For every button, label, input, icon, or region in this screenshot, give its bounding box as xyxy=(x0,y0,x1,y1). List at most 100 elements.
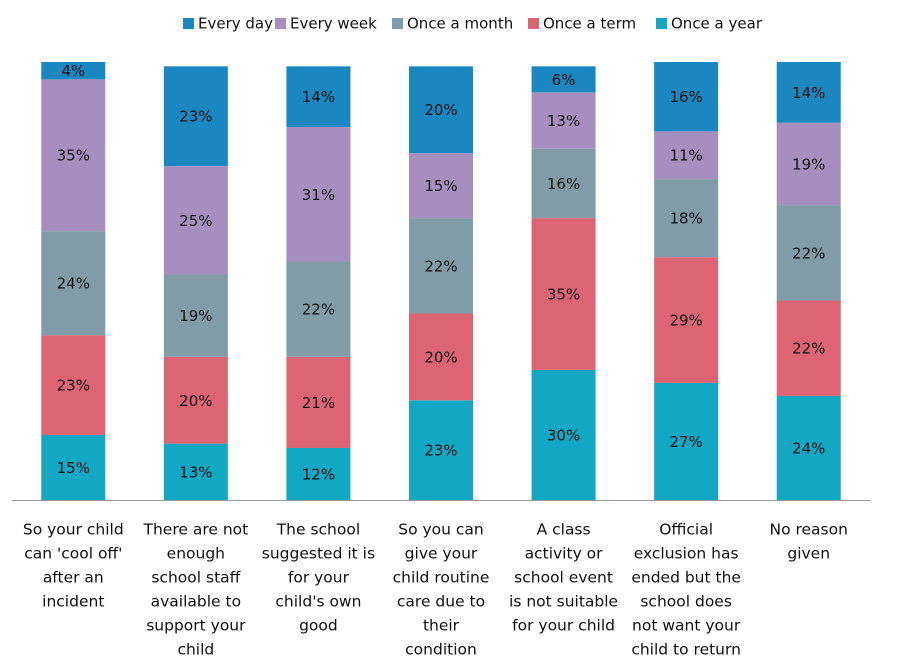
x-tick-label: exclusion has xyxy=(634,545,739,563)
x-tick-label: their xyxy=(423,617,460,635)
value-label: 30% xyxy=(547,426,580,444)
value-label: 35% xyxy=(57,147,90,165)
bar-segment xyxy=(163,274,228,357)
x-tick-label: incident xyxy=(42,593,104,611)
bar-segment xyxy=(286,66,351,128)
value-label: 16% xyxy=(547,175,580,193)
x-tick-label: after an xyxy=(43,569,104,587)
x-tick-label: is not suitable xyxy=(509,593,618,611)
x-tick-label: school event xyxy=(514,569,613,587)
x-tick-label: Official xyxy=(659,521,713,539)
x-tick-label: ended but the xyxy=(631,569,741,587)
value-label: 16% xyxy=(669,88,702,106)
legend-swatch xyxy=(275,18,286,29)
bar-segment xyxy=(531,218,596,370)
legend-swatch xyxy=(528,18,539,29)
bar-segment xyxy=(409,153,473,219)
x-tick-label: school does xyxy=(640,593,732,611)
value-label: 22% xyxy=(302,301,335,319)
bar-segment xyxy=(531,92,596,149)
x-tick-label: So you can xyxy=(398,521,484,539)
bar-segment xyxy=(286,356,351,448)
x-tick-label: There are not xyxy=(143,521,249,539)
bar-segment xyxy=(654,382,719,500)
bar-segment xyxy=(654,179,719,258)
x-tick-label: The school xyxy=(276,521,360,539)
bar-segment xyxy=(286,447,351,500)
bar-segment xyxy=(41,434,106,500)
bar-segment xyxy=(776,122,841,206)
bar-segment xyxy=(286,127,351,262)
value-label: 27% xyxy=(669,433,702,451)
value-label: 21% xyxy=(302,394,335,412)
x-tick-label: child xyxy=(177,641,214,659)
bar-segment xyxy=(286,261,351,357)
bar-segment xyxy=(409,400,473,500)
bar-segment xyxy=(41,231,106,336)
bar-segment xyxy=(654,257,719,383)
value-label: 24% xyxy=(792,439,825,457)
x-tick-label: care due to xyxy=(397,593,485,611)
bar-segment xyxy=(654,62,719,132)
value-label: 6% xyxy=(552,71,576,89)
value-label: 13% xyxy=(179,463,212,481)
x-tick-label: school staff xyxy=(151,569,240,587)
value-label: 15% xyxy=(57,459,90,477)
x-tick-label: child routine xyxy=(393,569,490,587)
legend-swatch xyxy=(656,18,667,29)
value-label: 22% xyxy=(792,244,825,262)
bar-segment xyxy=(776,395,841,500)
value-label: 23% xyxy=(57,377,90,395)
value-label: 20% xyxy=(424,101,457,119)
bar-segment xyxy=(776,205,841,301)
value-label: 20% xyxy=(179,392,212,410)
value-label: 23% xyxy=(179,108,212,126)
bar-segment xyxy=(409,313,473,401)
value-label: 13% xyxy=(547,112,580,130)
x-tick-label: child's own xyxy=(275,593,361,611)
value-label: 14% xyxy=(792,84,825,102)
x-tick-label: available to xyxy=(151,593,241,611)
bar-segment xyxy=(531,369,596,500)
legend-swatch xyxy=(392,18,403,29)
legend-swatch xyxy=(183,18,194,29)
x-tick-label: give your xyxy=(405,545,478,563)
bar-segment xyxy=(531,66,596,93)
x-tick-label: not want your xyxy=(632,617,741,635)
x-tick-label: A class xyxy=(537,521,591,539)
bar-segment xyxy=(531,148,596,219)
bar-segment xyxy=(41,79,106,232)
bar-segment xyxy=(41,335,106,435)
x-tick-label: enough xyxy=(167,545,225,563)
legend-label: Every day xyxy=(198,15,273,33)
legend-label: Once a month xyxy=(407,15,513,33)
bar-segment xyxy=(776,300,841,396)
x-tick-label: support your xyxy=(146,617,246,635)
value-label: 23% xyxy=(424,442,457,460)
bar-segment xyxy=(776,62,841,123)
value-label: 11% xyxy=(669,147,702,165)
x-tick-label: suggested it is xyxy=(262,545,375,563)
legend-label: Once a year xyxy=(671,15,763,33)
value-label: 15% xyxy=(424,177,457,195)
legend-label: Once a term xyxy=(543,15,636,33)
value-label: 18% xyxy=(669,210,702,228)
value-label: 4% xyxy=(61,62,85,80)
value-label: 29% xyxy=(669,312,702,330)
bar-segment xyxy=(163,443,228,500)
bar-segment xyxy=(163,66,228,167)
x-tick-label: good xyxy=(299,617,338,635)
bar-segment xyxy=(409,66,473,154)
bar-segment xyxy=(654,131,719,180)
bar-segment xyxy=(409,218,473,314)
value-label: 12% xyxy=(302,465,335,483)
value-label: 22% xyxy=(424,257,457,275)
value-label: 20% xyxy=(424,348,457,366)
bar-segment xyxy=(41,62,106,80)
value-label: 25% xyxy=(179,212,212,230)
bar-segment xyxy=(163,356,228,444)
x-tick-label: So your child xyxy=(23,521,124,539)
x-tick-label: condition xyxy=(405,641,477,659)
